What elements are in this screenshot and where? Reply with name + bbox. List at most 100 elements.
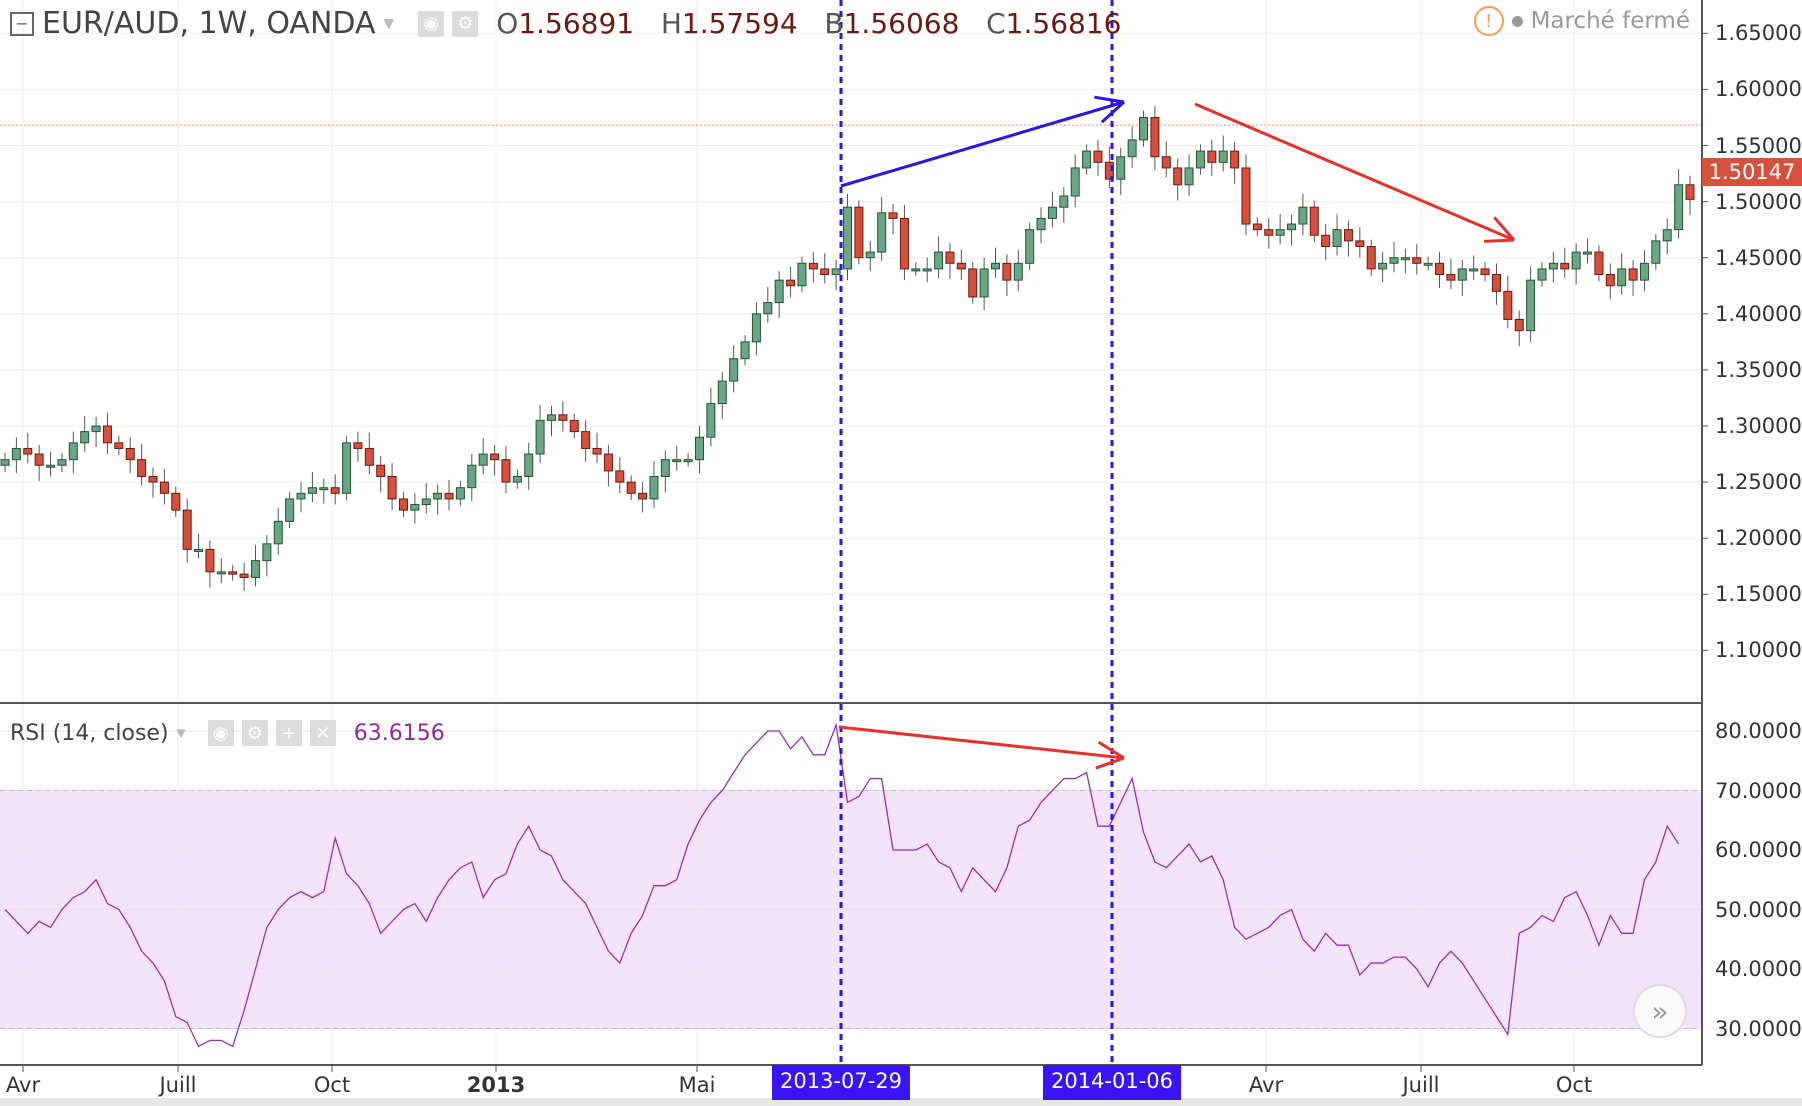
- candle-body: [137, 459, 147, 477]
- rsi-tick-label: 80.0000: [1715, 719, 1802, 743]
- candle-body: [660, 459, 670, 477]
- candle-body: [694, 436, 704, 461]
- time-marker-label: 2013-07-29: [771, 1065, 911, 1100]
- candle-body: [1264, 229, 1274, 236]
- candle-body: [1127, 139, 1137, 158]
- candle-body: [342, 442, 352, 494]
- time-marker-label: 2014-01-06: [1042, 1065, 1182, 1100]
- candle-body: [535, 419, 545, 455]
- candle-body: [854, 206, 864, 259]
- candle-body: [786, 279, 796, 287]
- collapse-icon[interactable]: −: [10, 11, 34, 36]
- candle-body: [171, 492, 181, 511]
- eye-icon[interactable]: ◉: [207, 720, 234, 746]
- plus-icon[interactable]: +: [275, 720, 302, 746]
- candle-body: [182, 509, 192, 550]
- candle-body: [1685, 184, 1695, 200]
- candle-body: [68, 442, 78, 461]
- double-chevron-right-icon: »: [1651, 994, 1669, 1028]
- candle-body: [1036, 217, 1046, 231]
- gear-icon[interactable]: ⚙: [241, 720, 268, 746]
- candle-body: [1184, 167, 1194, 186]
- candle-body: [1617, 268, 1627, 287]
- candle-body: [751, 313, 761, 343]
- symbol-title[interactable]: EUR/AUD, 1W, OANDA: [42, 6, 376, 41]
- candle-body: [1674, 184, 1684, 231]
- status-dot-icon: [1511, 15, 1523, 27]
- candle-body: [1059, 195, 1069, 208]
- candle-body: [250, 560, 260, 578]
- candle-body: [148, 475, 158, 483]
- time-tick-label: Mai: [678, 1073, 716, 1097]
- candle-body: [1252, 223, 1262, 231]
- candle-body: [1560, 262, 1570, 270]
- candle-body: [1594, 251, 1604, 276]
- candle-body: [1082, 150, 1092, 169]
- gear-icon[interactable]: ⚙: [452, 10, 479, 37]
- warning-icon[interactable]: !: [1473, 6, 1504, 36]
- candle-body: [1116, 156, 1126, 180]
- time-tick-label: 2013: [466, 1073, 526, 1097]
- chevron-down-icon[interactable]: ▼: [176, 726, 186, 740]
- candle-body: [706, 403, 716, 438]
- time-tick-label: Avr: [1248, 1073, 1284, 1097]
- candle-body: [34, 453, 44, 466]
- rsi-tick-label: 50.0000: [1715, 897, 1802, 922]
- candle-body: [57, 459, 67, 466]
- price-tick-label: 1.45000: [1715, 245, 1802, 270]
- candle-body: [1526, 279, 1536, 332]
- market-status[interactable]: ! Marché fermé: [1473, 6, 1690, 36]
- price-tick-label: 1.15000: [1715, 582, 1802, 607]
- rsi-title[interactable]: RSI (14, close): [10, 720, 169, 746]
- candle-body: [1002, 262, 1012, 281]
- chevron-down-icon[interactable]: ▼: [383, 15, 395, 32]
- candle-body: [159, 481, 169, 494]
- candle-body: [1309, 206, 1319, 236]
- trend-arrow-down: [1194, 102, 1515, 242]
- price-tick-label: 1.10000: [1715, 638, 1802, 663]
- candle-body: [1412, 257, 1422, 264]
- close-icon[interactable]: ✕: [309, 720, 336, 746]
- rsi-divergence-arrow-head: [1095, 756, 1125, 770]
- time-tick-label: Juill: [159, 1073, 197, 1097]
- candle-body: [740, 341, 750, 360]
- candle-body: [319, 487, 329, 491]
- candle-body: [1332, 229, 1342, 247]
- main-legend: − EUR/AUD, 1W, OANDA ▼ ◉ ⚙ O1.56891 H1.5…: [10, 6, 1121, 41]
- candle-body: [524, 453, 534, 477]
- rsi-value: 63.6156: [353, 720, 445, 746]
- scroll-to-realtime-button[interactable]: »: [1633, 984, 1687, 1038]
- candle-body: [581, 431, 591, 449]
- price-tick-label: 1.55000: [1715, 133, 1802, 158]
- candle-body: [421, 498, 431, 506]
- candle-body: [569, 419, 579, 433]
- rsi-tick-label: 30.0000: [1715, 1016, 1802, 1041]
- candle-body: [1491, 274, 1501, 292]
- candle-body: [1047, 206, 1057, 219]
- candle-body: [398, 498, 408, 511]
- candle-body: [615, 470, 625, 483]
- candle-body: [1503, 290, 1513, 320]
- candle-body: [46, 464, 56, 468]
- price-tick-label: 1.25000: [1715, 470, 1802, 495]
- candle-body: [1321, 234, 1331, 247]
- candle-body: [843, 206, 852, 270]
- candle-body: [205, 548, 215, 573]
- candle-body: [546, 414, 556, 421]
- candle-body: [1605, 274, 1615, 287]
- rsi-tick-label: 40.0000: [1715, 957, 1802, 981]
- candle-body: [991, 262, 1001, 270]
- candle-body: [1161, 156, 1171, 169]
- eye-icon[interactable]: ◉: [418, 10, 445, 37]
- candle-body: [1093, 150, 1103, 163]
- candle-body: [23, 447, 33, 455]
- bottom-bar: [0, 1098, 1802, 1106]
- candle-body: [934, 251, 944, 270]
- candle-body: [683, 459, 693, 463]
- candle-body: [922, 268, 932, 272]
- candle-body: [626, 481, 636, 494]
- time-tick-label: Juill: [1402, 1073, 1440, 1097]
- candle-body: [387, 475, 397, 500]
- candle-body: [1548, 262, 1558, 270]
